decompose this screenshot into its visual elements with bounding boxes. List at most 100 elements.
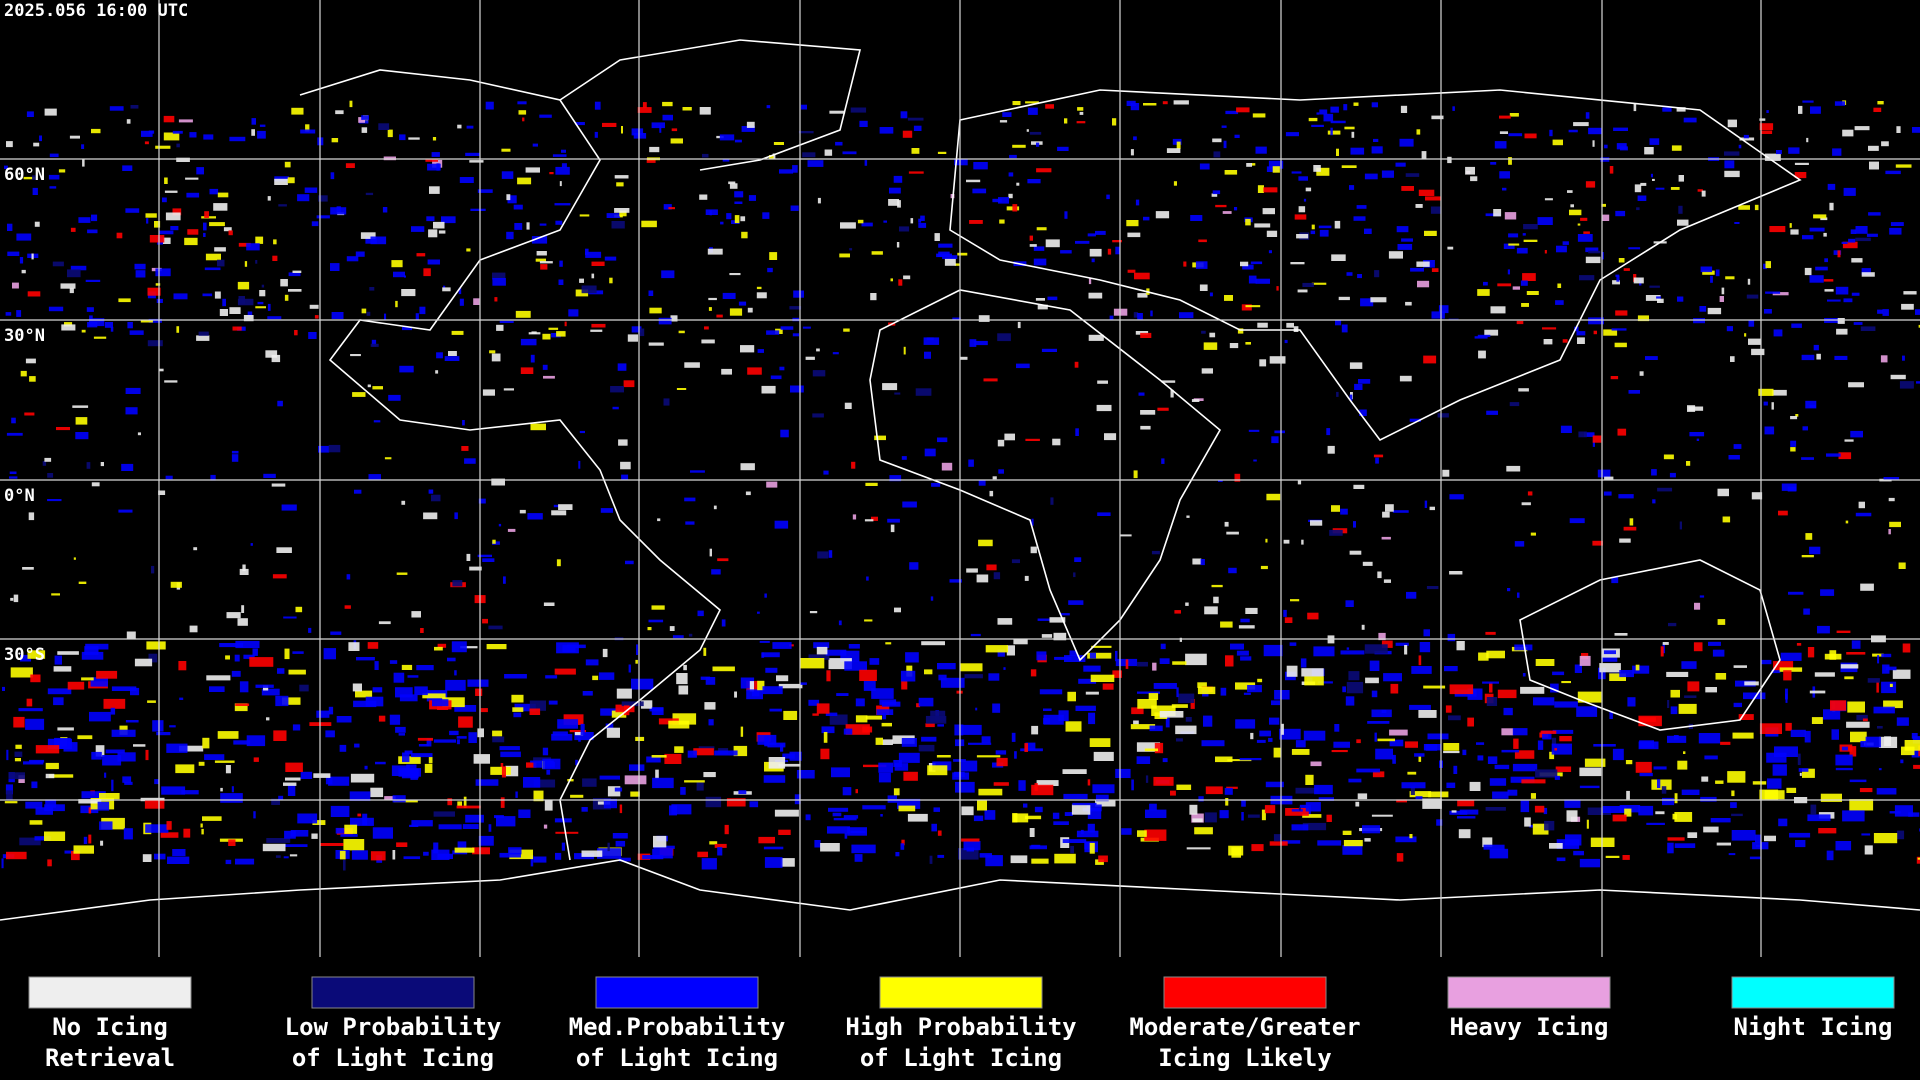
icing-patch <box>879 699 897 705</box>
legend-label: of Light Icing <box>860 1044 1062 1072</box>
icing-patch <box>1644 147 1654 155</box>
icing-patch <box>1065 721 1082 732</box>
icing-patch <box>844 661 867 671</box>
icing-patch <box>726 798 746 807</box>
icing-patch <box>539 261 553 264</box>
icing-patch <box>720 221 724 225</box>
icing-patch <box>540 264 548 270</box>
icing-patch <box>473 754 490 764</box>
icing-patch <box>1556 245 1567 253</box>
icing-patch <box>231 786 234 793</box>
icing-patch <box>1276 286 1279 291</box>
icing-patch <box>907 117 924 121</box>
icing-patch <box>976 755 1001 758</box>
icing-patch <box>1780 652 1802 661</box>
icing-patch <box>599 775 620 780</box>
icing-patch <box>1458 829 1471 839</box>
icing-patch <box>1790 729 1806 737</box>
icing-patch <box>955 781 975 793</box>
icing-patch <box>1091 258 1095 263</box>
icing-patch <box>880 814 883 817</box>
icing-patch <box>628 664 631 673</box>
icing-patch <box>382 207 388 213</box>
icing-patch <box>344 824 358 834</box>
icing-patch <box>1160 643 1166 650</box>
icing-patch <box>449 730 459 736</box>
icing-patch <box>998 197 1009 204</box>
icing-patch <box>517 101 527 105</box>
icing-patch <box>130 105 139 109</box>
icing-patch <box>313 773 331 778</box>
icing-patch <box>1043 708 1052 711</box>
icing-patch <box>1703 826 1719 833</box>
icing-patch <box>808 654 830 660</box>
icing-patch <box>814 840 821 848</box>
icing-patch <box>812 713 819 716</box>
icing-patch <box>1399 375 1412 382</box>
icing-patch <box>1201 368 1213 374</box>
icing-patch <box>575 759 578 766</box>
icing-patch <box>428 489 434 494</box>
icing-patch <box>1697 189 1703 192</box>
icing-patch <box>1350 147 1365 155</box>
icing-patch <box>734 691 737 698</box>
icing-patch <box>146 218 149 224</box>
icing-patch <box>617 363 627 371</box>
icing-patch <box>1148 693 1159 700</box>
icing-patch <box>1115 768 1131 778</box>
icing-patch <box>612 406 619 410</box>
icing-patch <box>966 847 974 852</box>
icing-patch <box>1662 797 1675 806</box>
icing-patch <box>556 331 566 337</box>
icing-patch <box>1423 629 1430 637</box>
icing-patch <box>378 123 390 130</box>
icing-patch <box>1362 825 1381 834</box>
icing-patch <box>1615 274 1620 277</box>
icing-patch <box>1618 494 1634 499</box>
icing-patch <box>709 841 718 845</box>
icing-patch <box>261 688 280 696</box>
icing-patch <box>1425 196 1441 201</box>
icing-patch <box>1507 789 1518 796</box>
icing-patch <box>624 775 647 785</box>
icing-patch <box>539 223 547 226</box>
icing-patch <box>1579 858 1601 868</box>
icing-patch <box>1579 767 1602 777</box>
icing-patch <box>1448 715 1461 721</box>
icing-patch <box>672 713 697 725</box>
icing-patch <box>179 745 204 752</box>
icing-patch <box>908 171 924 174</box>
icing-patch <box>1549 129 1553 137</box>
icing-patch <box>1896 126 1901 133</box>
icing-patch <box>546 769 551 775</box>
icing-patch <box>1204 606 1218 615</box>
icing-patch <box>384 796 396 801</box>
icing-patch <box>1771 669 1781 674</box>
icing-patch <box>1087 779 1091 786</box>
icing-patch <box>1136 756 1151 764</box>
icing-patch <box>1416 129 1421 135</box>
icing-patch <box>522 117 525 122</box>
icing-patch <box>1836 630 1851 633</box>
icing-patch <box>1802 768 1815 778</box>
icing-patch <box>854 854 863 862</box>
icing-patch <box>1374 270 1380 278</box>
icing-patch <box>1778 510 1788 516</box>
icing-patch <box>1465 166 1475 175</box>
icing-patch <box>1012 204 1018 212</box>
icing-patch <box>1881 141 1889 147</box>
icing-patch <box>1873 107 1882 112</box>
icing-patch <box>1307 612 1319 620</box>
icing-patch <box>1790 229 1799 235</box>
icing-patch <box>1297 289 1308 293</box>
icing-patch <box>45 773 55 779</box>
icing-patch <box>1301 539 1304 545</box>
icing-patch <box>16 233 32 241</box>
icing-patch <box>1125 659 1129 669</box>
icing-patch <box>1364 838 1371 842</box>
icing-patch <box>81 677 94 681</box>
icing-patch <box>81 144 85 149</box>
latitude-label: 30°N <box>4 326 45 346</box>
icing-patch <box>722 292 736 299</box>
icing-patch <box>1826 453 1841 457</box>
